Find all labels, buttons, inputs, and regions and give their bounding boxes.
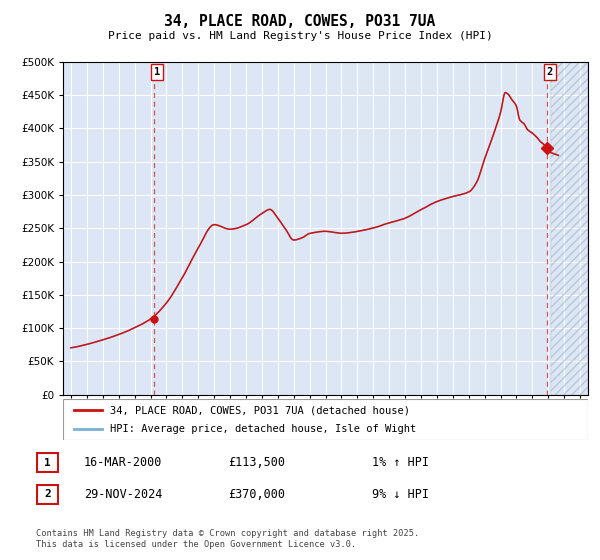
Text: 9% ↓ HPI: 9% ↓ HPI <box>372 488 429 501</box>
Text: 2: 2 <box>547 67 553 77</box>
Text: 1% ↑ HPI: 1% ↑ HPI <box>372 456 429 469</box>
FancyBboxPatch shape <box>37 453 58 472</box>
Text: 29-NOV-2024: 29-NOV-2024 <box>84 488 163 501</box>
FancyBboxPatch shape <box>63 399 588 440</box>
Text: 2: 2 <box>44 489 51 500</box>
Text: Price paid vs. HM Land Registry's House Price Index (HPI): Price paid vs. HM Land Registry's House … <box>107 31 493 41</box>
Text: £370,000: £370,000 <box>228 488 285 501</box>
Text: 16-MAR-2000: 16-MAR-2000 <box>84 456 163 469</box>
Text: 34, PLACE ROAD, COWES, PO31 7UA: 34, PLACE ROAD, COWES, PO31 7UA <box>164 14 436 29</box>
Bar <box>551 62 588 395</box>
FancyBboxPatch shape <box>37 485 58 504</box>
Bar <box>551 62 588 395</box>
Text: 1: 1 <box>154 67 160 77</box>
Text: HPI: Average price, detached house, Isle of Wight: HPI: Average price, detached house, Isle… <box>110 424 416 433</box>
Text: 1: 1 <box>44 458 51 468</box>
Text: Contains HM Land Registry data © Crown copyright and database right 2025.
This d: Contains HM Land Registry data © Crown c… <box>36 529 419 549</box>
Text: £113,500: £113,500 <box>228 456 285 469</box>
Text: 34, PLACE ROAD, COWES, PO31 7UA (detached house): 34, PLACE ROAD, COWES, PO31 7UA (detache… <box>110 405 410 415</box>
